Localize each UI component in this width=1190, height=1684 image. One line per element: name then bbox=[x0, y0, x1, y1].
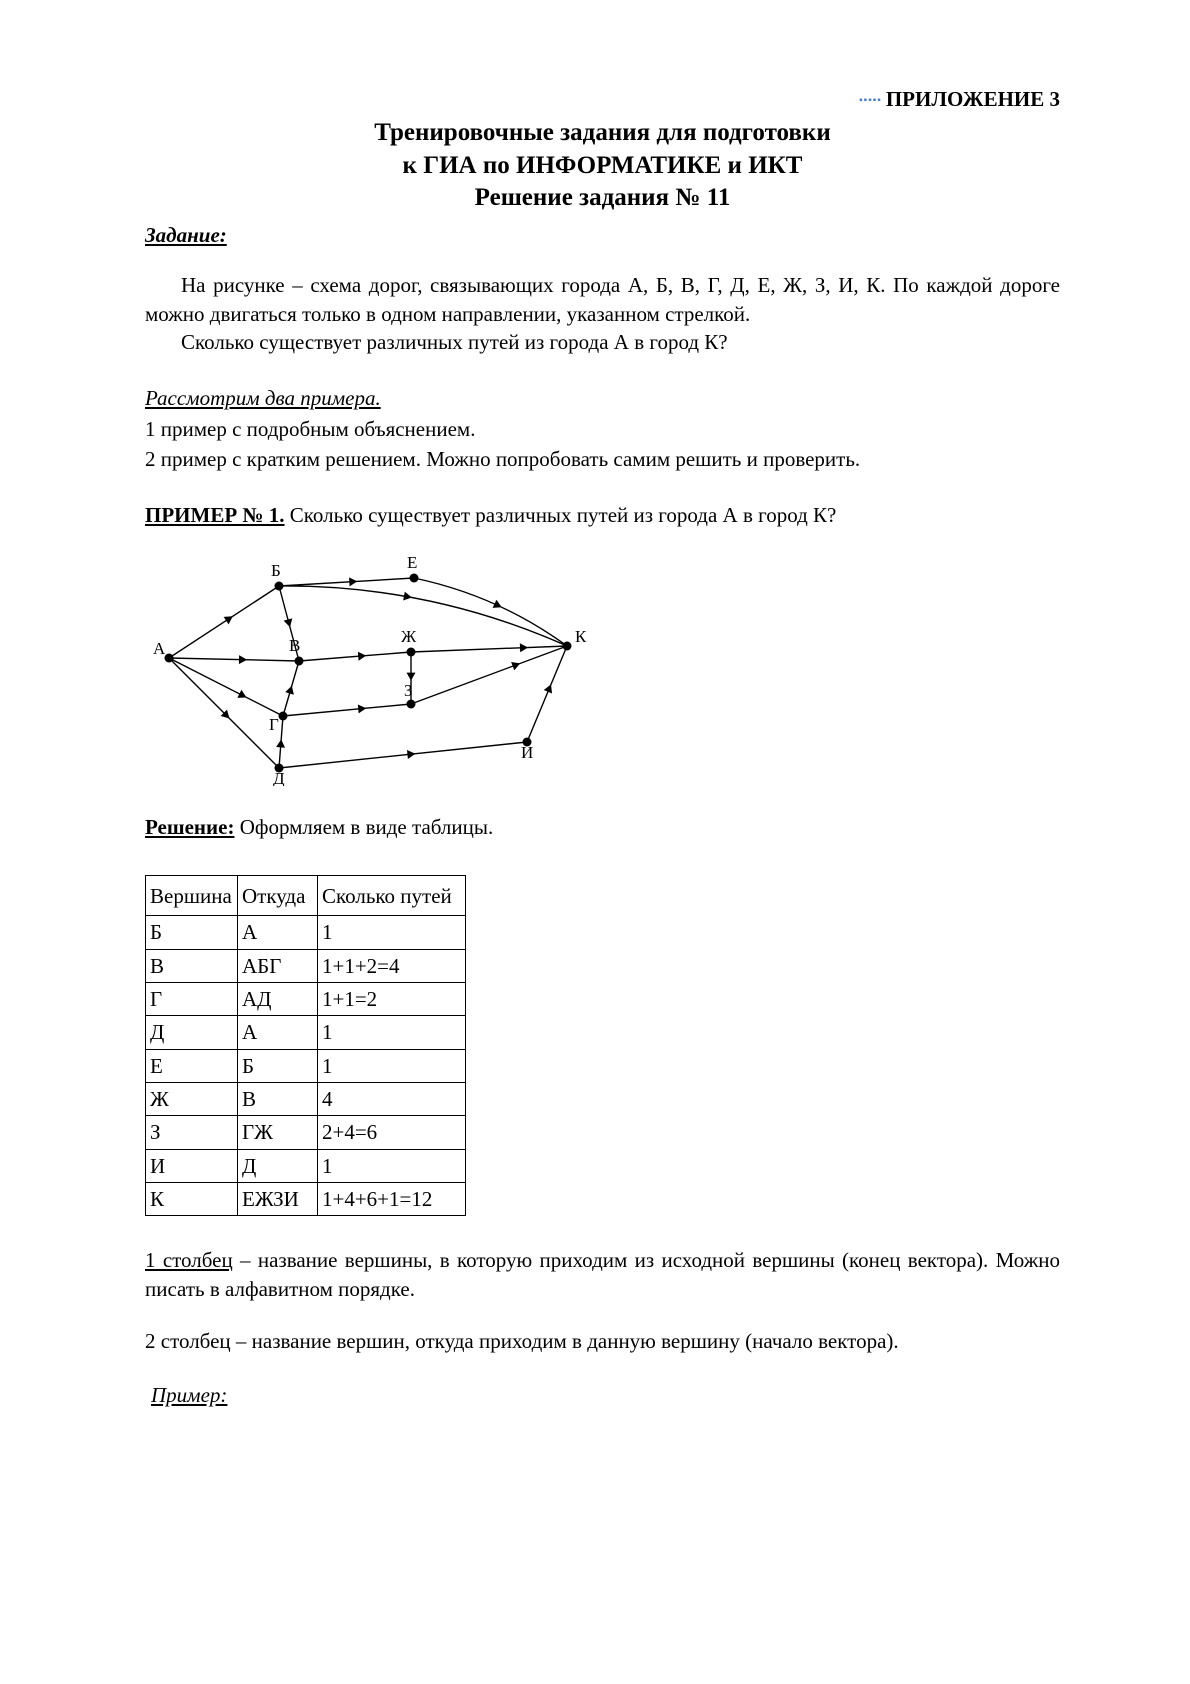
appendix-text: ПРИЛОЖЕНИЕ 3 bbox=[886, 87, 1060, 111]
table-cell: З bbox=[146, 1116, 238, 1149]
col1-under: 1 столбец bbox=[145, 1248, 233, 1272]
col2-under: 2 столбец bbox=[145, 1329, 231, 1353]
table-cell: В bbox=[238, 1083, 318, 1116]
table-header: Сколько путей bbox=[318, 876, 466, 916]
appendix-label: ▪▪▪▪▪ ПРИЛОЖЕНИЕ 3 bbox=[145, 85, 1060, 113]
table-cell: ЕЖЗИ bbox=[238, 1183, 318, 1216]
svg-text:Б: Б bbox=[271, 561, 281, 580]
example-line-1: 1 пример с подробным объяснением. bbox=[145, 415, 1060, 443]
table-cell: 1 bbox=[318, 1049, 466, 1082]
table-cell: Б bbox=[238, 1049, 318, 1082]
svg-text:Д: Д bbox=[273, 769, 285, 786]
col1-rest: – название вершины, в которую приходим и… bbox=[145, 1248, 1060, 1300]
table-cell: А bbox=[238, 916, 318, 949]
solution-label: Решение: Оформляем в виде таблицы. bbox=[145, 813, 1060, 841]
task-p1: На рисунке – схема дорог, связывающих го… bbox=[145, 271, 1060, 328]
table-cell: 4 bbox=[318, 1083, 466, 1116]
title-line-2: к ГИА по ИНФОРМАТИКЕ и ИКТ bbox=[145, 150, 1060, 183]
example-line-2: 2 пример с кратким решением. Можно попро… bbox=[145, 445, 1060, 473]
table-cell: Д bbox=[238, 1149, 318, 1182]
svg-text:З: З bbox=[404, 681, 413, 700]
table-cell: А bbox=[238, 1016, 318, 1049]
table-row: БА1 bbox=[146, 916, 466, 949]
col2-explain: 2 столбец – название вершин, откуда прих… bbox=[145, 1327, 1060, 1355]
path-table: ВершинаОткудаСколько путейБА1ВАБГ1+1+2=4… bbox=[145, 875, 466, 1216]
table-row: ЗГЖ2+4=6 bbox=[146, 1116, 466, 1149]
table-cell: 1+1+2=4 bbox=[318, 949, 466, 982]
table-cell: 2+4=6 bbox=[318, 1116, 466, 1149]
table-cell: АД bbox=[238, 982, 318, 1015]
task-p2: Сколько существует различных путей из го… bbox=[145, 328, 1060, 356]
main-title: Тренировочные задания для подготовки к Г… bbox=[145, 117, 1060, 215]
table-header: Вершина bbox=[146, 876, 238, 916]
road-graph-svg: А Б В Г Д Е Ж З И К bbox=[149, 546, 649, 786]
table-cell: Ж bbox=[146, 1083, 238, 1116]
example1-bold: ПРИМЕР № 1. bbox=[145, 503, 285, 527]
graph-diagram: А Б В Г Д Е Ж З И К bbox=[149, 546, 1060, 793]
solution-bold: Решение: bbox=[145, 815, 234, 839]
example1-header: ПРИМЕР № 1. Сколько существует различных… bbox=[145, 501, 1060, 529]
table-cell: Е bbox=[146, 1049, 238, 1082]
table-cell: К bbox=[146, 1183, 238, 1216]
table-cell: 1 bbox=[318, 1016, 466, 1049]
examples-header: Рассмотрим два примера. bbox=[145, 384, 1060, 412]
table-row: ВАБГ1+1+2=4 bbox=[146, 949, 466, 982]
table-cell: 1+1=2 bbox=[318, 982, 466, 1015]
col2-rest: – название вершин, откуда приходим в дан… bbox=[231, 1329, 899, 1353]
table-row: ИД1 bbox=[146, 1149, 466, 1182]
svg-text:В: В bbox=[289, 636, 300, 655]
table-row: ЖВ4 bbox=[146, 1083, 466, 1116]
table-header: Откуда bbox=[238, 876, 318, 916]
col1-explain: 1 столбец – название вершины, в которую … bbox=[145, 1246, 1060, 1303]
svg-text:Ж: Ж bbox=[401, 627, 417, 646]
example1-rest: Сколько существует различных путей из го… bbox=[285, 503, 837, 527]
table-row: ДА1 bbox=[146, 1016, 466, 1049]
table-cell: Б bbox=[146, 916, 238, 949]
solution-rest: Оформляем в виде таблицы. bbox=[234, 815, 493, 839]
task-label: Задание: bbox=[145, 221, 1060, 249]
example-footer: Пример: bbox=[151, 1381, 1060, 1409]
task-body: На рисунке – схема дорог, связывающих го… bbox=[145, 271, 1060, 356]
table-row: ГАД1+1=2 bbox=[146, 982, 466, 1015]
table-cell: 1 bbox=[318, 916, 466, 949]
table-cell: И bbox=[146, 1149, 238, 1182]
svg-text:Е: Е bbox=[407, 553, 417, 572]
title-line-3: Решение задания № 11 bbox=[145, 182, 1060, 215]
svg-text:А: А bbox=[153, 639, 166, 658]
table-cell: В bbox=[146, 949, 238, 982]
table-cell: 1+4+6+1=12 bbox=[318, 1183, 466, 1216]
svg-text:Г: Г bbox=[269, 715, 279, 734]
table-row: ЕБ1 bbox=[146, 1049, 466, 1082]
title-line-1: Тренировочные задания для подготовки bbox=[145, 117, 1060, 150]
table-row: КЕЖЗИ1+4+6+1=12 bbox=[146, 1183, 466, 1216]
svg-text:И: И bbox=[521, 743, 533, 762]
table-cell: 1 bbox=[318, 1149, 466, 1182]
appendix-dots: ▪▪▪▪▪ bbox=[859, 95, 882, 106]
table-cell: Г bbox=[146, 982, 238, 1015]
table-cell: АБГ bbox=[238, 949, 318, 982]
svg-text:К: К bbox=[575, 627, 587, 646]
table-cell: Д bbox=[146, 1016, 238, 1049]
table-cell: ГЖ bbox=[238, 1116, 318, 1149]
